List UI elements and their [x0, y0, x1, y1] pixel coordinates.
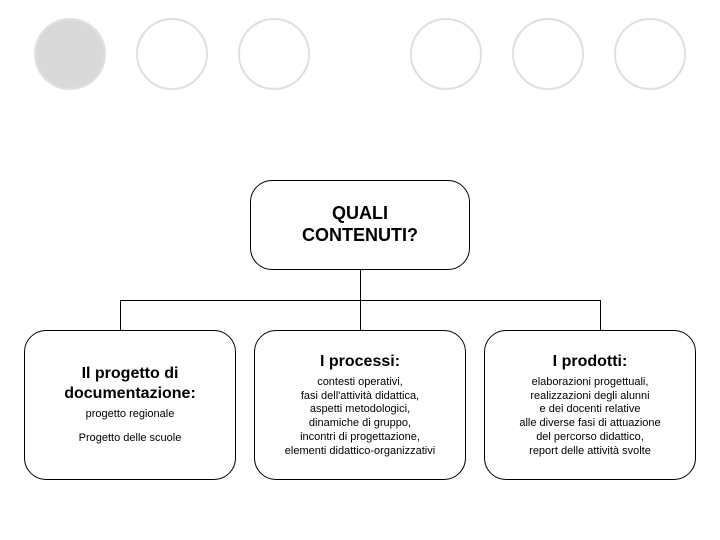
child-title: I prodotti:: [553, 352, 628, 372]
child-title: I processi:: [320, 352, 400, 372]
root-node: QUALI CONTENUTI?: [250, 180, 470, 270]
child-title: Il progetto di documentazione:: [64, 364, 196, 404]
decorative-circle: [512, 18, 584, 90]
connector-child-down: [120, 300, 121, 330]
connector-child-down: [360, 300, 361, 330]
child-subtitle: elaborazioni progettuali, realizzazioni …: [519, 376, 660, 459]
child-node-0: Il progetto di documentazione: progetto r…: [24, 330, 236, 480]
children-row: Il progetto di documentazione: progetto r…: [0, 330, 720, 480]
decorative-circles-row: [0, 18, 720, 90]
child-node-1: I processi: contesti operativi, fasi dell…: [254, 330, 466, 480]
decorative-circle: [34, 18, 106, 90]
connector-root-down: [360, 270, 361, 300]
connector-child-down: [600, 300, 601, 330]
child-subtitle-2: Progetto delle scuole: [79, 432, 182, 446]
decorative-circle: [136, 18, 208, 90]
decorative-circle: [614, 18, 686, 90]
child-subtitle: progetto regionale: [86, 408, 175, 422]
decorative-circle: [410, 18, 482, 90]
child-node-2: I prodotti: elaborazioni progettuali, rea…: [484, 330, 696, 480]
decorative-circle: [238, 18, 310, 90]
root-title: QUALI CONTENUTI?: [302, 203, 418, 246]
circle-gap: [340, 18, 380, 90]
child-subtitle: contesti operativi, fasi dell'attività d…: [285, 376, 435, 459]
